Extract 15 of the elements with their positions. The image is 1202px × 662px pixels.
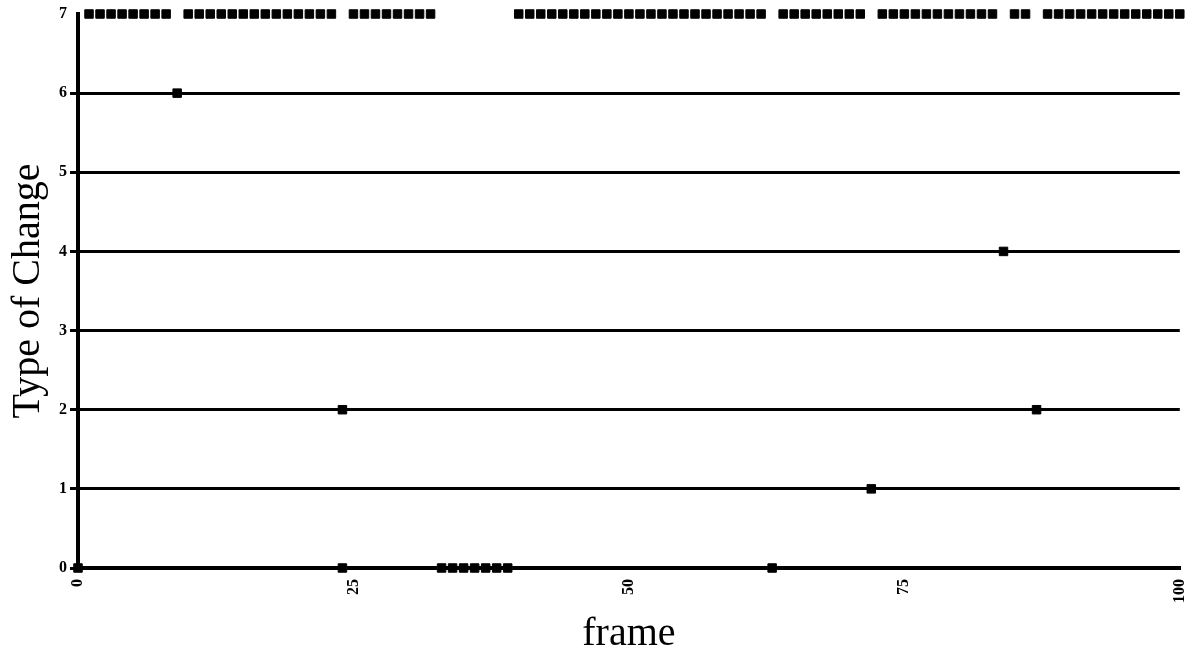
y-axis-title: Type of Change <box>2 163 48 419</box>
y-tick-label: 5 <box>59 162 67 180</box>
x-axis-title: frame <box>582 608 676 654</box>
x-tick-label: 75 <box>894 579 912 595</box>
y-tick-label: 6 <box>59 83 67 101</box>
x-tick-label: 50 <box>619 579 637 595</box>
y-tick-label: 1 <box>59 479 67 496</box>
x-tick-label: 0 <box>68 579 86 587</box>
y-tick-label: 3 <box>59 320 67 338</box>
y-tick-label: 7 <box>59 4 67 22</box>
x-tick-label: 25 <box>343 579 361 595</box>
x-tick-label: 100 <box>1169 579 1187 603</box>
y-tick-label: 2 <box>59 399 67 417</box>
y-tick-label: 0 <box>59 558 67 576</box>
y-tick-label: 4 <box>59 241 67 259</box>
